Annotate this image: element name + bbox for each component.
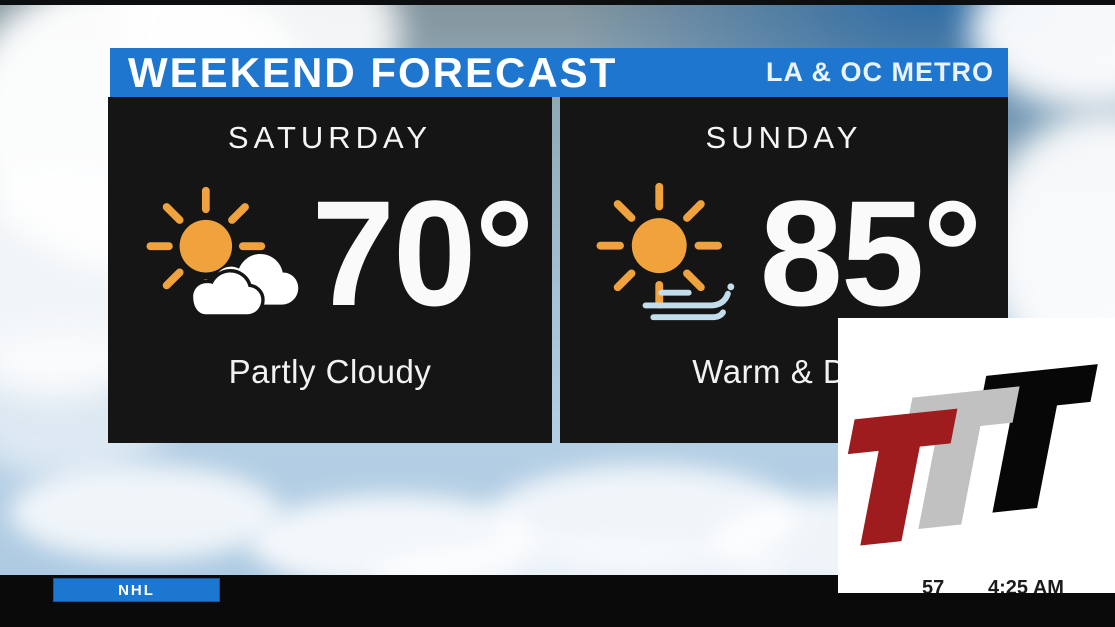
haze-lines bbox=[642, 289, 731, 321]
forecast-header-bar: WEEKEND FORECAST LA & OC METRO bbox=[110, 48, 1008, 97]
condition-saturday: Partly Cloudy bbox=[228, 353, 432, 391]
clipped-ticker-time: 4:25 AM bbox=[988, 577, 1064, 593]
temperature-saturday: 70° bbox=[311, 169, 535, 338]
sun-with-clouds-icon bbox=[146, 186, 298, 318]
page-title: WEEKEND FORECAST bbox=[128, 48, 618, 96]
temperature-sunday: 85° bbox=[759, 169, 983, 338]
region-label: LA & OC METRO bbox=[766, 57, 994, 87]
nhl-category-tab: NHL bbox=[53, 578, 220, 602]
station-logo-box: 57 4:25 AM bbox=[838, 318, 1115, 593]
cloud bbox=[10, 465, 280, 560]
ttt-station-logo-icon bbox=[847, 364, 1098, 546]
sun-with-haze-icon bbox=[596, 182, 734, 321]
day-label-saturday: SATURDAY bbox=[227, 120, 433, 155]
top-letterbox-strip bbox=[0, 0, 1115, 5]
forecast-panel-saturday: SATURDAY 70° Partly Cloudy bbox=[108, 97, 552, 443]
temp-row-saturday: 70° bbox=[128, 157, 535, 349]
temp-row-sunday: 85° bbox=[588, 157, 983, 349]
day-label-sunday: SUNDAY bbox=[705, 120, 863, 155]
clipped-ticker-temp: 57 bbox=[922, 577, 945, 593]
nhl-label: NHL bbox=[118, 581, 155, 599]
front-cloud bbox=[192, 272, 261, 315]
